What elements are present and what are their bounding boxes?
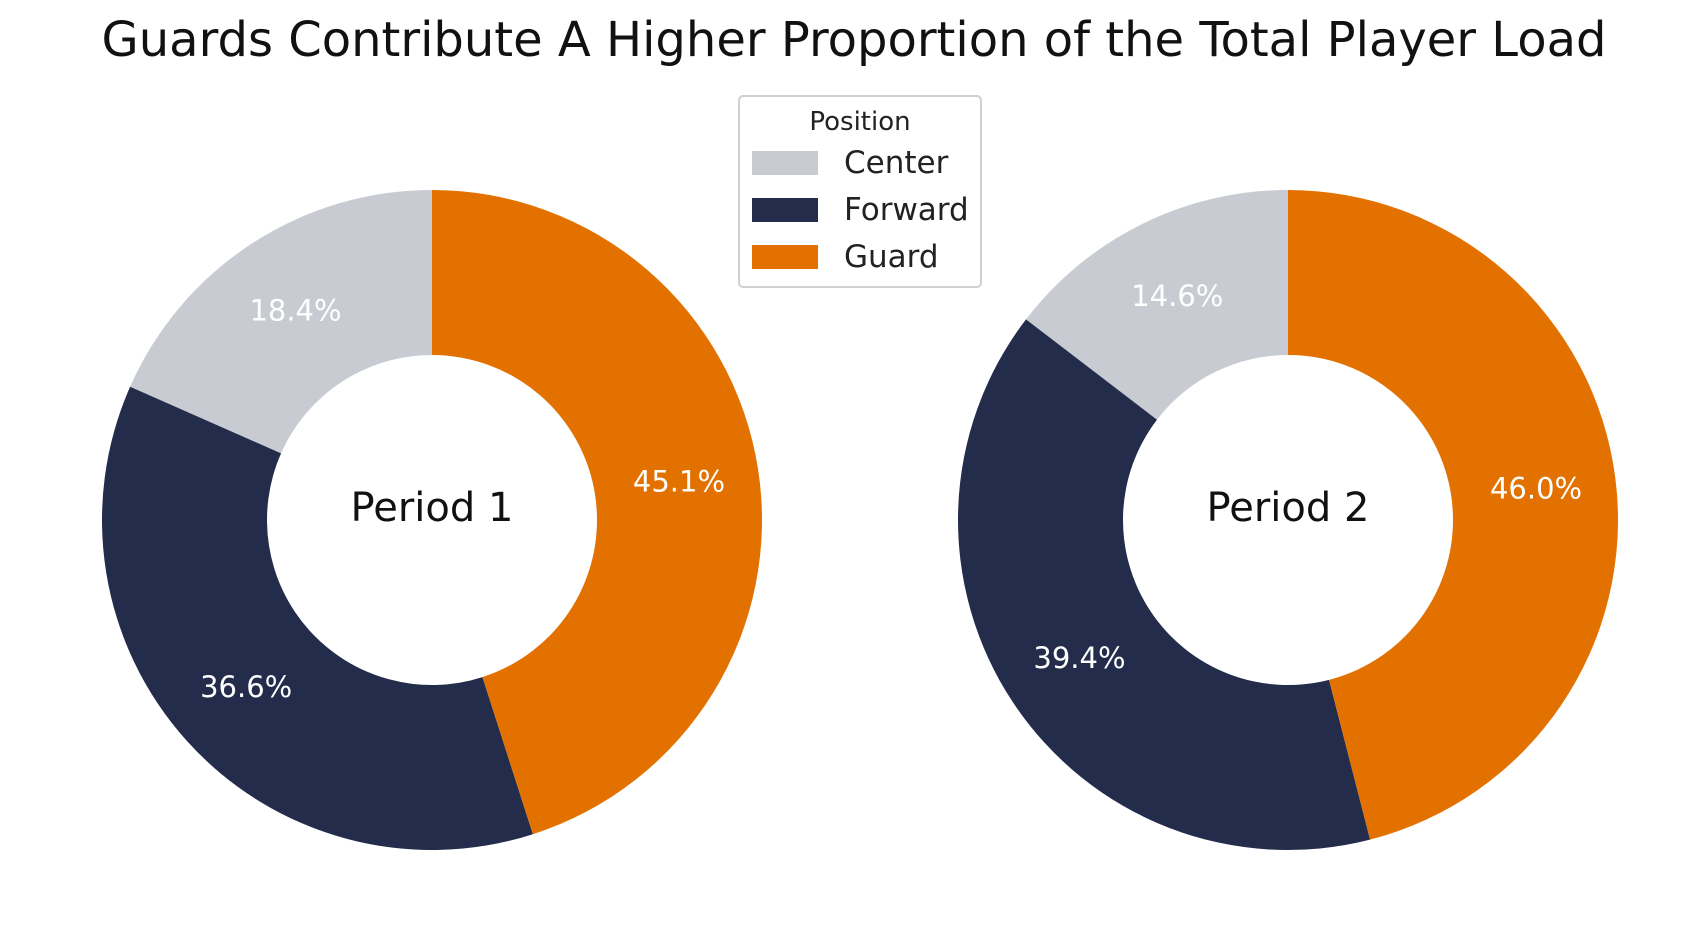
slice-guard <box>1288 190 1618 840</box>
legend-item-center: Center <box>752 145 948 181</box>
slice-label-guard: 46.0% <box>1490 472 1582 506</box>
legend-item-guard: Guard <box>752 239 939 275</box>
legend-item-forward: Forward <box>752 192 969 228</box>
chart-title: Guards Contribute A Higher Proportion of… <box>101 12 1607 68</box>
legend-label-guard: Guard <box>844 239 939 275</box>
legend-title: Position <box>809 107 911 137</box>
slice-center <box>1025 190 1288 420</box>
donut-period-1: 18.4% 36.6% 45.1% Period 1 <box>102 189 762 850</box>
legend: Position Center Forward Guard <box>738 95 982 288</box>
legend-label-center: Center <box>844 145 949 181</box>
slice-center <box>130 190 432 454</box>
legend-swatch-guard <box>752 245 818 269</box>
slice-forward <box>102 386 533 850</box>
slice-label-center: 14.6% <box>1131 279 1223 313</box>
slice-label-forward: 36.6% <box>200 670 292 704</box>
slice-guard <box>432 189 762 835</box>
slice-forward <box>958 319 1371 850</box>
legend-swatch-forward <box>752 198 818 222</box>
slice-label-center: 18.4% <box>249 294 341 328</box>
slice-label-forward: 39.4% <box>1033 641 1125 675</box>
donut-center-label: Period 2 <box>1207 485 1370 531</box>
donut-center-label: Period 1 <box>351 485 514 531</box>
legend-swatch-center <box>752 151 818 175</box>
legend-label-forward: Forward <box>844 192 969 228</box>
slice-label-guard: 45.1% <box>633 464 725 498</box>
donut-period-2: 14.6% 39.4% 46.0% Period 2 <box>958 190 1618 850</box>
